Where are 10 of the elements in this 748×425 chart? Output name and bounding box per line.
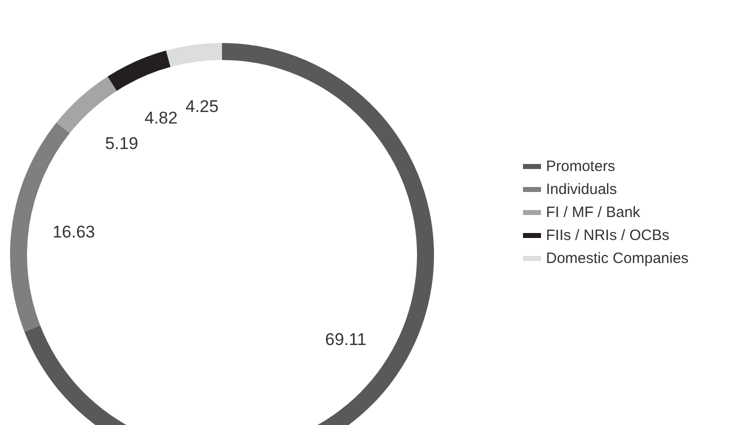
legend-label: FIIs / NRIs / OCBs [546,227,670,244]
legend-label: Domestic Companies [546,250,689,267]
legend-label: FI / MF / Bank [546,204,641,221]
data-label: 5.19 [105,134,138,154]
data-label: 4.82 [144,108,178,128]
data-label: 4.25 [185,96,219,116]
data-label: 69.11 [325,330,366,350]
legend-label: Individuals [546,181,617,198]
data-label: 16.63 [52,222,96,242]
legend-label: Promoters [546,158,616,175]
